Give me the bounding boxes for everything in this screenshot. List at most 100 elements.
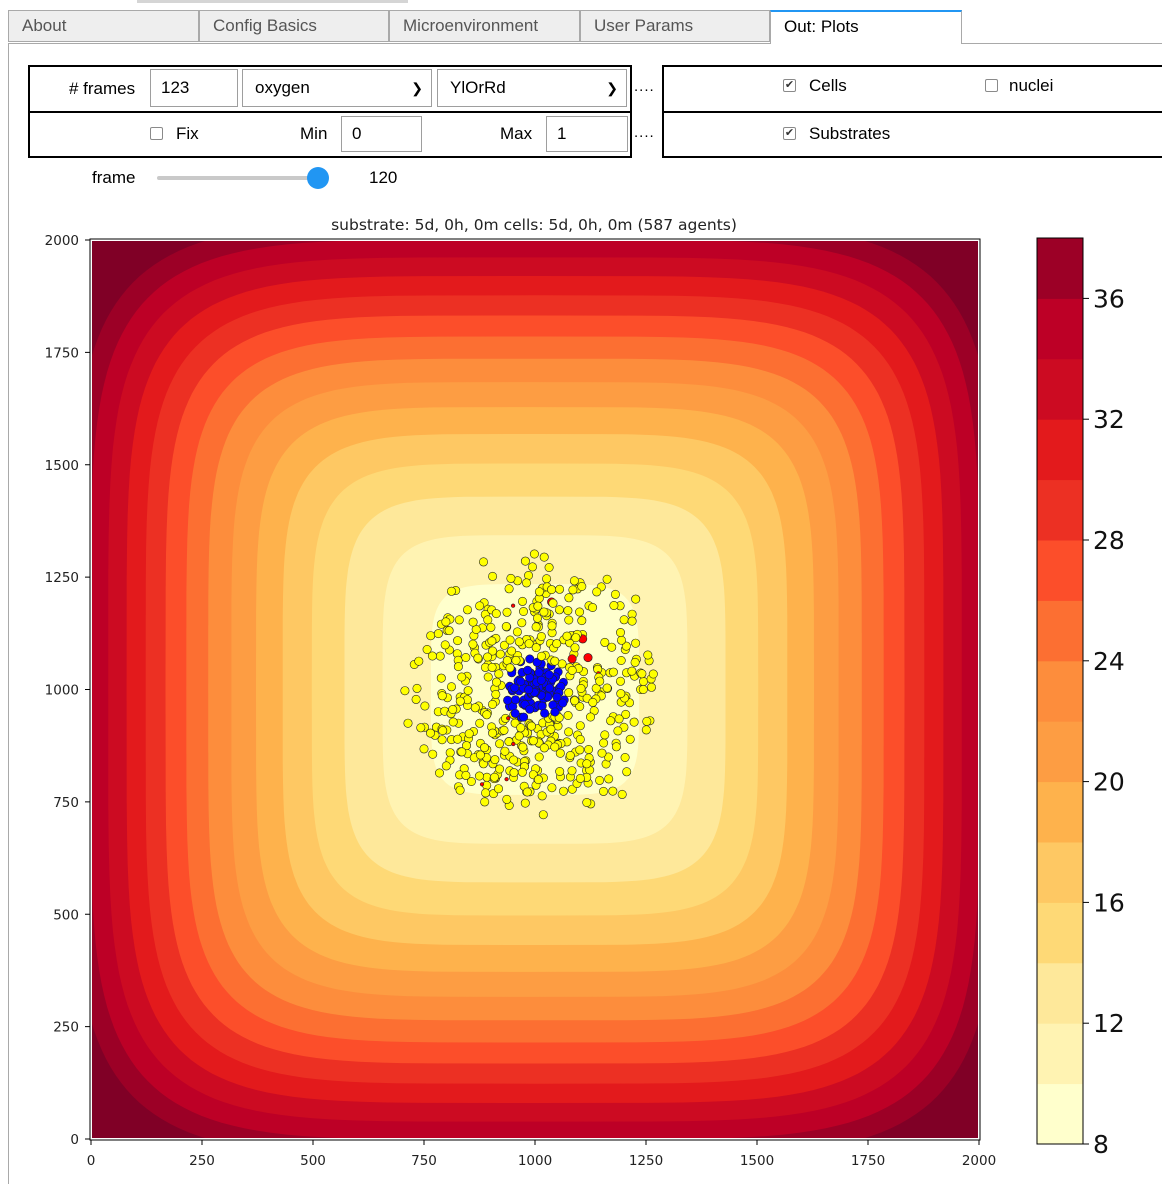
tab-about[interactable]: About: [8, 10, 199, 42]
cell-agent: [648, 669, 658, 679]
cell-agent: [573, 584, 583, 594]
cell-agent: [478, 557, 488, 567]
contour-band: [430, 584, 640, 795]
y-axis: 0 250 500 750 1000 1250 1500 1750 2000: [45, 233, 90, 1148]
cell-agent: [473, 654, 483, 664]
cell-agent: [464, 729, 474, 739]
colorbar-tick-label: 32: [1093, 405, 1125, 434]
cell-agent: [460, 676, 470, 686]
cell-agent: [532, 657, 542, 667]
fix-checkbox[interactable]: [150, 127, 163, 140]
cell-agent: [492, 728, 502, 738]
cell-agent: [593, 664, 603, 674]
panel-border: [8, 44, 9, 1184]
cell-agent: [637, 669, 647, 679]
max-input[interactable]: [546, 116, 628, 152]
top-strip: [137, 0, 408, 3]
x-tick-label: 750: [411, 1153, 437, 1169]
cell-agent: [609, 600, 619, 610]
frame-slider[interactable]: [157, 176, 319, 180]
frame-slider-handle[interactable]: [307, 167, 329, 189]
cell-agent: [572, 778, 582, 788]
cell-agent: [594, 672, 604, 682]
cell-agent: [586, 799, 596, 809]
cell-agent: [565, 750, 575, 760]
cell-agent: [567, 665, 577, 675]
cell-agent: [458, 732, 468, 742]
cell-agent: [445, 748, 455, 758]
cell-agent: [509, 772, 519, 782]
cell-agent: [504, 736, 514, 746]
cell-agent: [505, 649, 515, 659]
tab-out-plots[interactable]: Out: Plots: [770, 10, 962, 44]
cell-agent: [620, 752, 630, 762]
colorbar-band: [1037, 358, 1083, 420]
cell-agent: [513, 676, 523, 686]
cell-agent: [619, 615, 629, 625]
cell-agent: [509, 768, 519, 778]
cell-agent: [525, 668, 535, 678]
cell-agent: [507, 646, 517, 656]
cell-agent: [541, 588, 551, 598]
nuclei-checkbox[interactable]: [985, 79, 998, 92]
cell-agent: [636, 684, 646, 694]
cell-agent: [445, 755, 455, 765]
min-input[interactable]: [341, 116, 422, 152]
colormap-dropdown[interactable]: YlOrRd ❯: [437, 69, 627, 107]
cell-agent: [554, 688, 564, 698]
cell-agent: [509, 710, 519, 720]
substrates-checkbox[interactable]: ✔: [783, 127, 796, 140]
cell-agent: [479, 743, 489, 753]
cell-agent: [461, 652, 471, 662]
cell-agent: [441, 617, 451, 627]
cell-agent: [529, 549, 539, 559]
cell-agent: [505, 635, 515, 645]
cell-agent: [533, 775, 543, 785]
cell-agents: [400, 549, 658, 820]
cell-agent: [517, 767, 527, 777]
cell-agent: [491, 677, 501, 687]
cell-agent: [533, 736, 543, 746]
cell-agent: [520, 699, 530, 709]
cell-agent: [491, 662, 501, 672]
cell-agent: [516, 676, 526, 686]
substrate-dropdown[interactable]: oxygen ❯: [242, 69, 432, 107]
cell-agent: [610, 589, 620, 599]
cell-agent: [477, 705, 487, 715]
cell-agent: [611, 738, 621, 748]
cell-agent: [504, 584, 514, 594]
tab-user-params[interactable]: User Params: [580, 10, 770, 42]
cell-agent: [565, 753, 575, 763]
cell-agent: [453, 655, 463, 665]
cell-agent: [539, 692, 549, 702]
cell-agent: [502, 656, 512, 666]
frames-input[interactable]: [150, 69, 238, 107]
cell-agent: [505, 766, 515, 776]
cell-agent: [552, 639, 562, 649]
cell-agent: [520, 700, 530, 710]
cell-agent: [498, 661, 508, 671]
cell-agent: [569, 649, 579, 659]
cell-agent: [487, 722, 497, 732]
contour-band: [145, 295, 925, 1084]
contour-band: [311, 463, 759, 916]
tab-config-basics[interactable]: Config Basics: [199, 10, 389, 42]
cell-agent: [428, 749, 438, 759]
cell-agent: [594, 689, 604, 699]
tab-microenvironment[interactable]: Microenvironment: [389, 10, 580, 42]
x-tick-label: 1500: [740, 1153, 774, 1169]
cell-agent: [495, 649, 505, 659]
colorbar-band: [1037, 842, 1083, 903]
cell-agent: [577, 616, 587, 626]
cell-agent: [565, 662, 575, 672]
cell-agent: [566, 631, 576, 641]
cell-agent: [565, 772, 575, 782]
cell-agent: [559, 635, 569, 645]
x-tick-label: 2000: [962, 1153, 996, 1169]
cell-agent: [542, 611, 552, 621]
cell-agent: [533, 620, 543, 630]
cell-agent: [482, 772, 492, 782]
cell-agent: [547, 585, 557, 595]
cells-checkbox[interactable]: ✔: [783, 79, 796, 92]
cell-agent: [556, 739, 566, 749]
